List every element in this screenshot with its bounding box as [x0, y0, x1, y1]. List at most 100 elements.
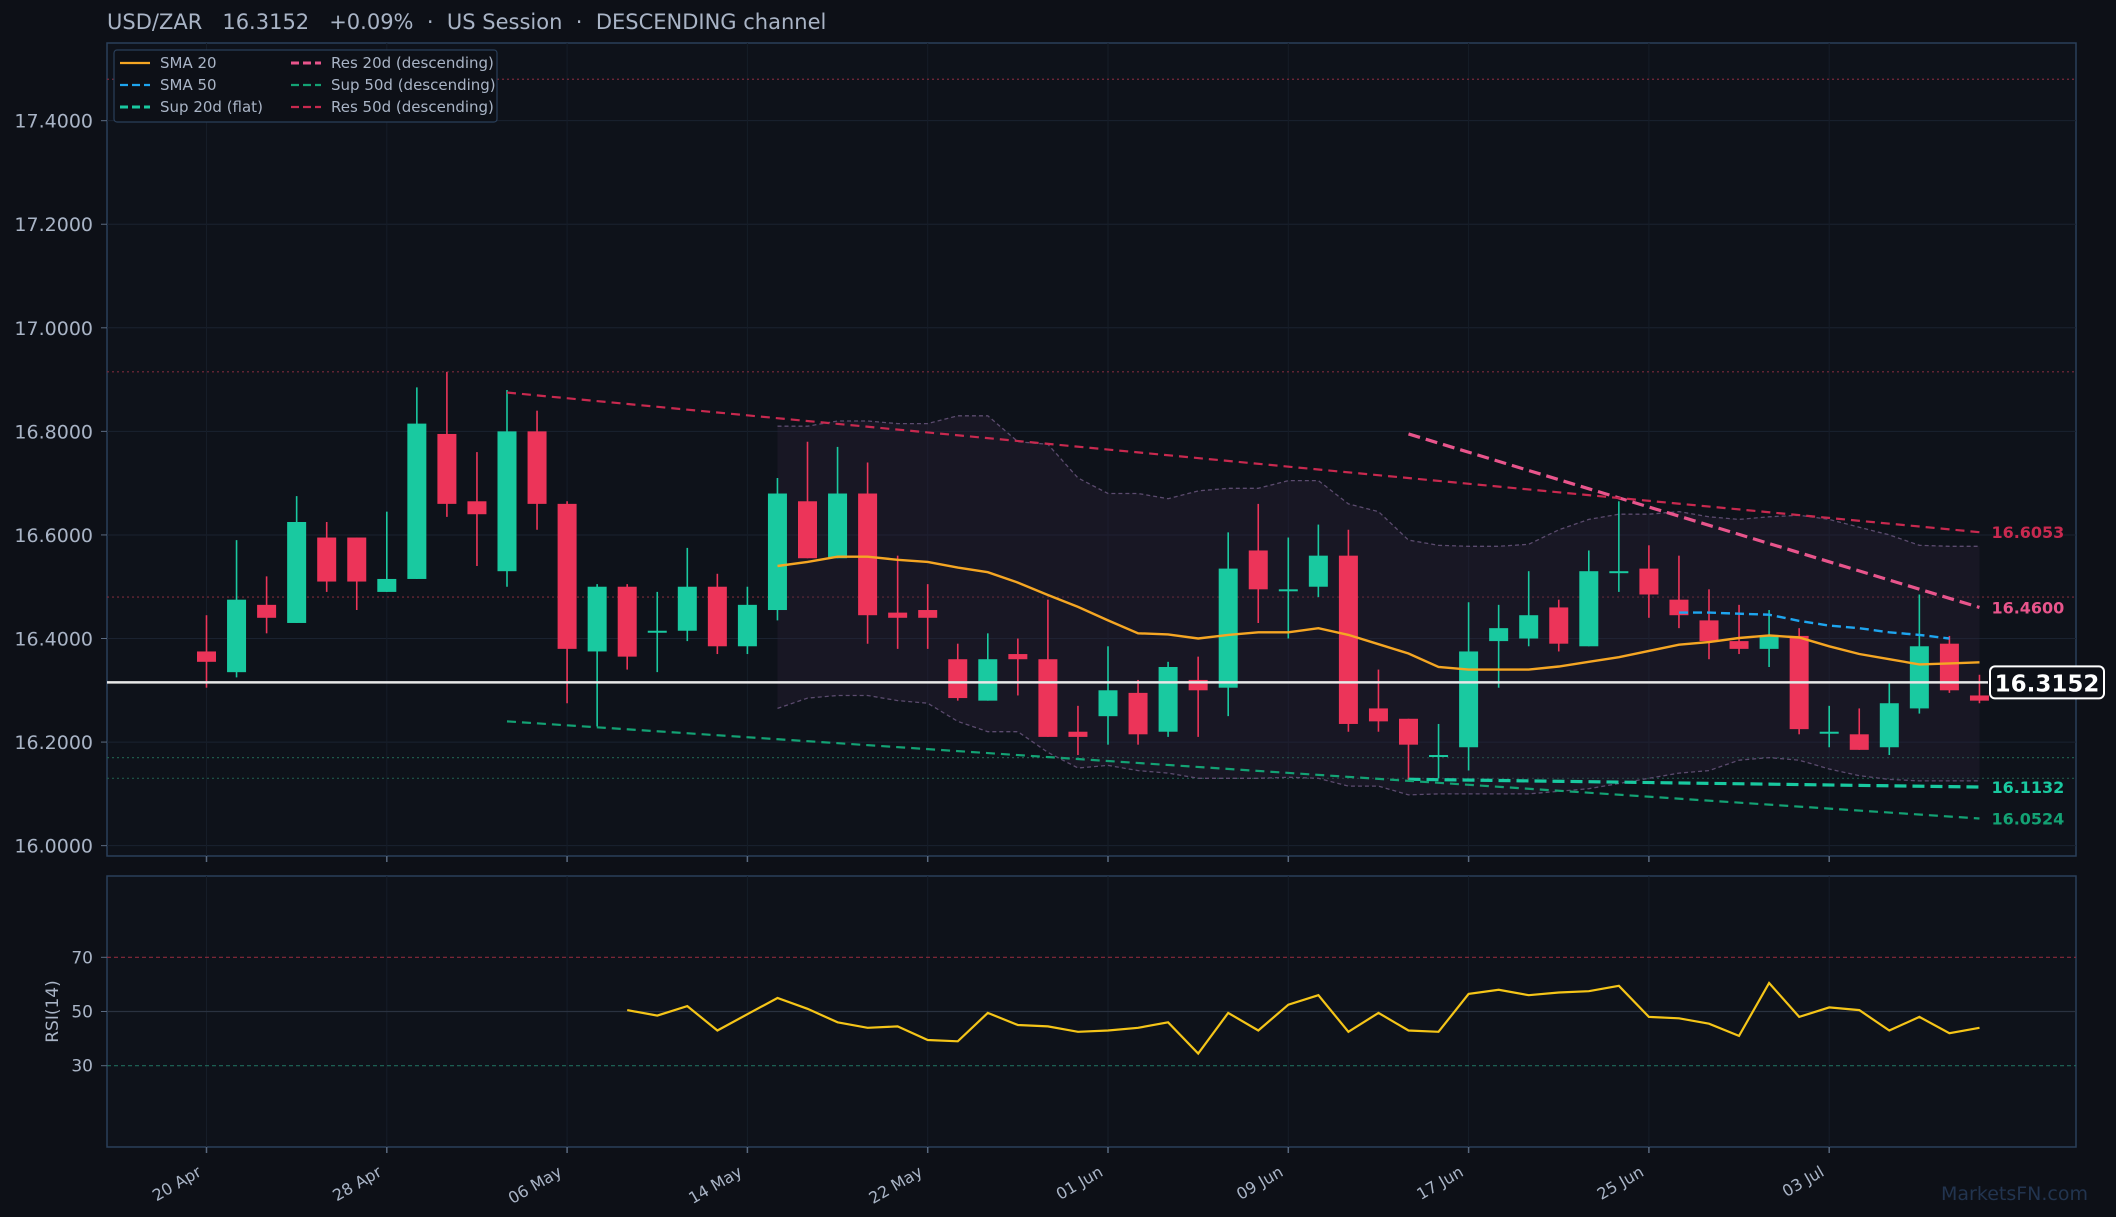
candle: [1759, 610, 1779, 667]
candle-body: [1278, 589, 1298, 592]
candle: [257, 576, 277, 634]
x-tick-label: 22 May: [866, 1162, 926, 1208]
candle-body: [828, 493, 848, 559]
sma-50-line: [1679, 611, 1950, 640]
candle: [707, 573, 727, 655]
candle-body: [377, 578, 397, 592]
candle-body: [197, 651, 216, 662]
candle: [1969, 674, 1989, 704]
x-tick-label: 09 Jun: [1233, 1162, 1286, 1204]
candle: [1519, 571, 1539, 647]
candle: [1489, 604, 1509, 688]
x-tick-label: 17 Jun: [1413, 1162, 1466, 1204]
candle: [1549, 599, 1569, 652]
candle: [1128, 679, 1148, 745]
candle: [888, 555, 908, 649]
legend: SMA 20 SMA 50 Sup 20d (flat) Res 20d (desce…: [113, 49, 498, 123]
candle: [1429, 723, 1449, 779]
x-tick-label: 03 Jul: [1779, 1162, 1827, 1201]
end-value-label: 16.4600: [1991, 598, 2064, 617]
candle-body: [1549, 607, 1569, 644]
candle-body: [1008, 654, 1028, 660]
x-tick-label: 25 Jun: [1594, 1162, 1647, 1204]
y-tick-label: 16.4000: [14, 629, 93, 651]
candle-body: [1969, 695, 1989, 701]
y-tick-label: 17.2000: [14, 214, 93, 236]
candle: [287, 496, 307, 623]
candle-body: [1609, 571, 1629, 574]
candle-body: [227, 599, 247, 673]
end-value-label: 16.0524: [1991, 810, 2064, 829]
candle: [828, 446, 848, 559]
candle-body: [587, 586, 607, 652]
candle: [1038, 599, 1058, 737]
legend-label: SMA 20: [160, 54, 217, 72]
candle: [1158, 661, 1178, 737]
candle-body: [497, 431, 517, 572]
channel-band: [777, 415, 1980, 795]
candle-body: [1399, 718, 1418, 745]
candle-body: [347, 537, 367, 582]
candle: [1879, 682, 1899, 756]
candle: [617, 584, 637, 670]
candle: [1368, 669, 1388, 732]
candle-body: [858, 493, 878, 616]
candle: [467, 452, 487, 567]
candle: [858, 462, 878, 644]
candle: [527, 410, 547, 530]
candle-body: [1158, 666, 1178, 732]
y-tick-label: 16.2000: [14, 732, 93, 754]
candle-body: [1429, 755, 1449, 758]
candle: [1819, 705, 1839, 748]
end-labels: 16.6053 16.4600 16.1132 16.0524: [1991, 523, 2064, 828]
candle: [1849, 708, 1869, 750]
candle: [1098, 646, 1118, 745]
candle: [1068, 705, 1088, 756]
channel-label: DESCENDING channel: [595, 10, 827, 34]
candle: [1609, 501, 1629, 592]
candle-body: [1519, 615, 1539, 639]
candle-body: [707, 586, 727, 647]
candle-body: [1669, 599, 1689, 616]
candle-body: [257, 604, 277, 618]
y-tick-label: 17.4000: [14, 111, 93, 133]
candle: [1399, 718, 1418, 781]
candle: [497, 389, 517, 587]
candle-body: [677, 586, 697, 631]
session-label: US Session: [446, 10, 563, 34]
candle-body: [1819, 731, 1839, 734]
candle: [557, 501, 577, 704]
legend-label: Res 50d (descending): [331, 98, 494, 116]
legend-label: Sup 20d (flat): [160, 98, 263, 116]
candle-body: [437, 433, 457, 504]
rsi-tick-label: 70: [71, 948, 93, 968]
y-tick-label: 16.6000: [14, 525, 93, 547]
candle: [737, 586, 757, 655]
candle-body: [1759, 635, 1779, 649]
candle: [407, 387, 427, 579]
candle-body: [1459, 651, 1479, 748]
indicator-lines: [506, 391, 1980, 820]
candle-body: [1909, 646, 1929, 709]
candle: [1579, 550, 1599, 647]
candle: [1909, 594, 1929, 714]
rsi-tick-label: 30: [71, 1057, 93, 1077]
rsi-tick-label: 50: [71, 1003, 93, 1023]
res-20d-descending-line: [1408, 432, 1980, 609]
end-value-label: 16.1132: [1991, 778, 2064, 797]
x-tick-label: 28 Apr: [329, 1162, 385, 1205]
sup-50d-descending-line: [506, 720, 1980, 820]
last-price: 16.3152: [222, 10, 310, 34]
candle-body: [948, 659, 968, 699]
candle-body: [1579, 571, 1599, 647]
candle-body: [1368, 708, 1388, 722]
res-50d-descending-line: [506, 391, 1980, 534]
candle-body: [1879, 703, 1899, 748]
candle-body: [1849, 734, 1869, 750]
candle: [347, 537, 367, 611]
chart-header: USD/ZAR 16.3152 +0.09% · US Session · DE…: [107, 10, 826, 34]
price-change: +0.09%: [329, 10, 414, 34]
candle: [197, 615, 216, 688]
candle: [1669, 555, 1689, 629]
candle: [978, 633, 998, 701]
